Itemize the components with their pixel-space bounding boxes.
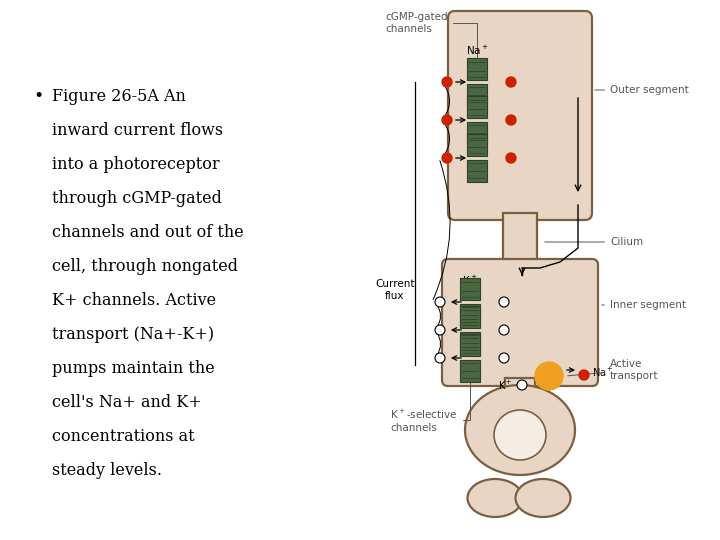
Circle shape [499,353,509,363]
Text: cell's Na+ and K+: cell's Na+ and K+ [52,394,202,411]
Circle shape [506,153,516,163]
Text: K$^+$: K$^+$ [462,274,478,287]
FancyBboxPatch shape [448,11,592,220]
Text: Cilium: Cilium [545,237,643,247]
Circle shape [435,353,445,363]
Circle shape [442,115,452,125]
Text: Active
transport: Active transport [568,359,659,381]
Circle shape [499,297,509,307]
Bar [460,332,480,354]
Bar [467,58,487,80]
Text: steady levels.: steady levels. [52,462,162,479]
Text: Na$^+$: Na$^+$ [466,44,488,57]
Text: transport (Na+-K+): transport (Na+-K+) [52,326,214,343]
Circle shape [535,362,563,390]
Bar [460,278,480,300]
Ellipse shape [494,410,546,460]
Text: cell, through nongated: cell, through nongated [52,258,238,275]
Bar [467,96,487,118]
Text: K$^+$-selective
channels: K$^+$-selective channels [390,373,470,433]
Text: Figure 26-5A An: Figure 26-5A An [52,88,186,105]
Circle shape [499,325,509,335]
Circle shape [435,325,445,335]
Circle shape [442,77,452,87]
Bar [460,304,480,326]
Bar [467,122,487,144]
Circle shape [579,370,589,380]
Text: through cGMP-gated: through cGMP-gated [52,190,222,207]
Text: inward current flows: inward current flows [52,122,223,139]
Text: Current
flux: Current flux [375,279,415,301]
Text: concentrations at: concentrations at [52,428,194,445]
Circle shape [517,380,527,390]
Text: K+ channels. Active: K+ channels. Active [52,292,216,309]
Bar [467,84,487,106]
Text: Inner segment: Inner segment [602,300,686,310]
Circle shape [506,77,516,87]
Bar [503,213,537,268]
Ellipse shape [465,385,575,475]
Text: into a photoreceptor: into a photoreceptor [52,156,220,173]
Bar [505,378,535,413]
Text: •: • [33,88,43,105]
Bar [460,360,480,382]
Text: channels and out of the: channels and out of the [52,224,244,241]
Circle shape [442,153,452,163]
Ellipse shape [467,479,523,517]
Text: K$^+$: K$^+$ [498,379,513,392]
Bar [467,160,487,182]
Text: cGMP-gated
channels: cGMP-gated channels [385,12,477,62]
Bar [467,134,487,156]
Text: Na$^+$: Na$^+$ [592,366,613,379]
Bar [460,306,480,328]
FancyBboxPatch shape [442,259,598,386]
Ellipse shape [516,479,570,517]
Bar [460,334,480,356]
Circle shape [435,297,445,307]
Text: Outer segment: Outer segment [595,85,689,95]
Circle shape [506,115,516,125]
Text: pumps maintain the: pumps maintain the [52,360,215,377]
